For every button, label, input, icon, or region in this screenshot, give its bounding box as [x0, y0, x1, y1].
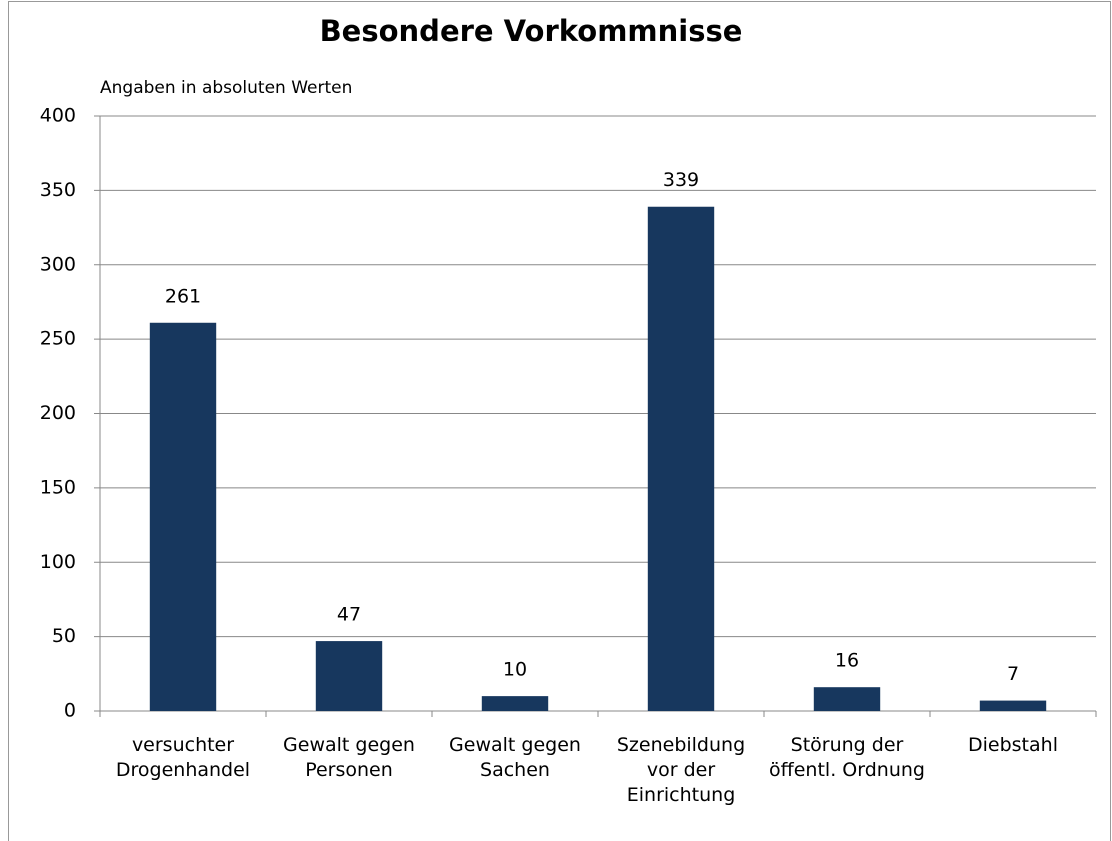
value-label: 339 — [663, 169, 699, 191]
bar — [481, 696, 549, 711]
x-tick-label: versuchter Drogenhandel — [115, 734, 251, 781]
x-tick-label-box: Gewalt gegen Sachen — [449, 734, 581, 781]
y-tick-label: 200 — [40, 402, 76, 424]
y-tick-label: 150 — [40, 476, 76, 498]
x-tick-label: Szenebildung vor der Einrichtung — [616, 734, 746, 806]
y-tick-label: 100 — [40, 551, 76, 573]
x-tick-label: Diebstahl — [968, 734, 1058, 756]
x-tick-label-box: Gewalt gegen Personen — [283, 734, 415, 781]
y-tick-label: 400 — [40, 105, 76, 127]
y-tick-label: 0 — [64, 700, 76, 722]
x-tick-label-box: Diebstahl — [968, 734, 1058, 756]
y-tick-label: 250 — [40, 328, 76, 350]
chart-subtitle: Angaben in absoluten Werten — [100, 78, 352, 98]
chart-title: Besondere Vorkommnisse — [320, 14, 743, 48]
bar — [315, 641, 383, 711]
value-label: 10 — [503, 659, 527, 681]
x-tick-label: Gewalt gegen Personen — [283, 734, 415, 781]
bar — [813, 687, 881, 711]
x-tick-label-box: Störung der öffentl. Ordnung — [769, 734, 925, 781]
x-tick-label: Störung der öffentl. Ordnung — [769, 734, 925, 781]
bar — [979, 700, 1047, 711]
value-label: 16 — [835, 650, 859, 672]
bar — [149, 322, 217, 711]
value-label: 7 — [1007, 663, 1019, 685]
value-label: 47 — [337, 604, 361, 626]
x-tick-label-box: Szenebildung vor der Einrichtung — [616, 734, 746, 806]
value-label: 261 — [165, 285, 201, 307]
x-tick-label-box: versuchter Drogenhandel — [115, 734, 251, 781]
y-tick-label: 350 — [40, 179, 76, 201]
bar — [647, 206, 715, 712]
y-tick-label: 300 — [40, 253, 76, 275]
chart-frame — [8, 1, 1111, 841]
x-tick-label: Gewalt gegen Sachen — [449, 734, 581, 781]
y-tick-label: 50 — [52, 625, 76, 647]
